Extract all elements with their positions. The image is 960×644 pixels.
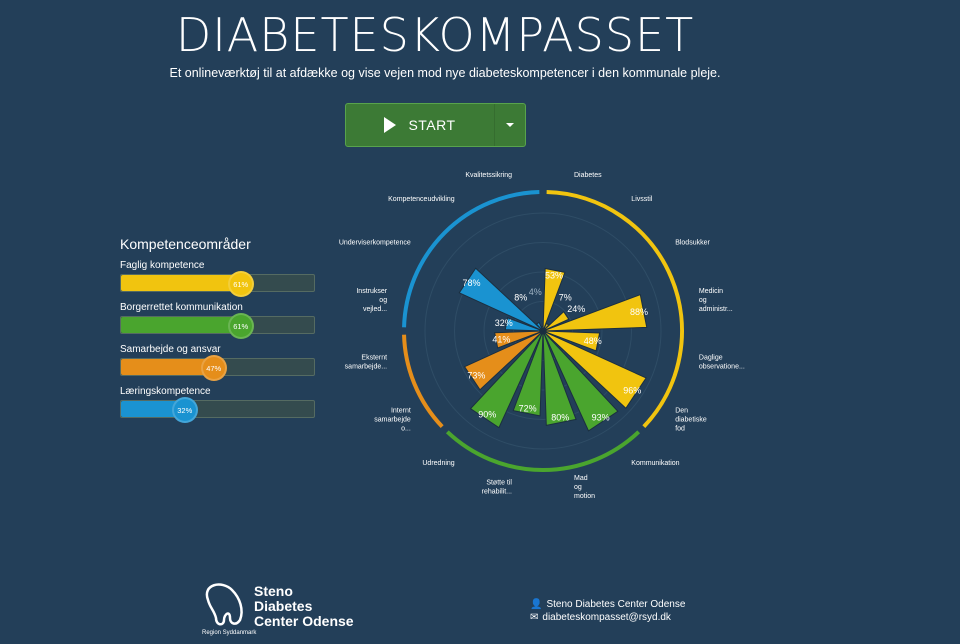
polar-bar[interactable] — [542, 293, 648, 332]
play-icon — [384, 117, 397, 133]
competence-area[interactable]: Borgerrettet kommunikation 61% — [120, 302, 315, 339]
category-label: Blodsukker — [675, 240, 710, 247]
data-label: 48% — [584, 336, 602, 346]
data-label: 90% — [478, 409, 496, 419]
data-label: 80% — [551, 413, 569, 423]
polar-bar[interactable] — [542, 330, 647, 410]
grid-circle — [454, 242, 632, 420]
category-label: Livsstil — [631, 196, 652, 203]
competence-area-list: Faglig kompetence 61% Borgerrettet kommuni… — [120, 260, 315, 423]
start-button[interactable]: START — [346, 104, 495, 146]
polar-bar[interactable] — [542, 330, 619, 432]
user-icon: 👤 — [530, 599, 543, 610]
competence-area-label: Faglig kompetence — [120, 260, 205, 271]
panel-title: Kompetenceområder — [120, 236, 251, 252]
polar-bar[interactable] — [458, 267, 544, 332]
progress-value: 61% — [227, 313, 254, 339]
competence-area[interactable]: Samarbejde og ansvar 47% — [120, 344, 315, 381]
start-label: START — [408, 117, 456, 133]
category-label: Mad og motion — [574, 475, 595, 500]
steno-logo: Steno Diabetes Center Odense Region Sydd… — [200, 580, 354, 640]
data-label: 93% — [592, 412, 610, 422]
grid-circle — [424, 212, 662, 450]
polar-bar[interactable] — [504, 317, 544, 332]
data-label: 72% — [519, 403, 537, 413]
grid-circle — [513, 301, 573, 361]
caret-down-icon — [506, 123, 514, 127]
progress-value: 47% — [200, 355, 227, 381]
logo-line: Center Odense — [254, 613, 354, 629]
page-title: DIABETESKOMPASSET — [175, 8, 695, 62]
category-label: Daglige observatione... — [699, 355, 745, 371]
polar-bar[interactable] — [542, 330, 577, 426]
logo-line: Steno — [254, 583, 293, 599]
data-label: 41% — [492, 334, 510, 344]
page-subtitle: Et onlineværktøj til at afdække og vise … — [169, 66, 721, 80]
category-label: Instrukser og vejled... — [356, 288, 387, 313]
grid-circle — [483, 271, 603, 391]
competence-area[interactable]: Faglig kompetence 61% — [120, 260, 315, 297]
progress-bar: 32% — [120, 397, 315, 423]
competence-panel: Kompetenceområder Faglig kompetence 61% Bo… — [120, 236, 315, 428]
data-label: 32% — [495, 318, 513, 328]
polar-bar[interactable] — [512, 330, 544, 417]
competence-area-label: Borgerrettet kommunikation — [120, 302, 243, 313]
steno-logo-icon — [205, 583, 243, 626]
progress-value: 61% — [227, 271, 254, 297]
data-label: 7% — [559, 293, 572, 303]
data-label: 96% — [623, 386, 641, 396]
progress-bar: 61% — [120, 313, 315, 339]
competence-area-label: Samarbejde og ansvar — [120, 344, 221, 355]
region-label: Region Syddanmark — [202, 630, 257, 636]
group-arc — [402, 190, 540, 328]
group-arc — [546, 190, 684, 429]
competence-polar-chart: 53% 7%24% 88% 48% 96% 93% 80% 72% 90% 73% 41% 32% 78… — [339, 172, 745, 500]
contact-name: Steno Diabetes Center Odense — [546, 599, 686, 610]
group-arc — [445, 430, 641, 472]
category-label: Underviserkompetence — [339, 240, 411, 247]
group-arc — [402, 334, 444, 429]
progress-bar: 61% — [120, 271, 315, 297]
category-label: Kvalitetssikring — [465, 172, 512, 179]
category-label: Eksternt samarbejde... — [345, 355, 387, 371]
progress-bar: 47% — [120, 355, 315, 381]
contact-email[interactable]: diabeteskompasset@rsyd.dk — [542, 612, 671, 623]
data-label: 8% — [514, 293, 527, 303]
polar-bar[interactable] — [494, 330, 544, 349]
competence-area-label: Læringskompetence — [120, 386, 211, 397]
progress-fill — [121, 401, 183, 417]
category-label: Udredning — [422, 460, 454, 467]
progress-fill — [121, 275, 239, 291]
start-dropdown-toggle[interactable] — [495, 104, 525, 146]
category-label: Kommunikation — [631, 460, 679, 467]
polar-bar[interactable] — [469, 330, 544, 429]
data-label: 73% — [467, 371, 485, 381]
data-label: 53% — [545, 271, 563, 281]
contact-info: 👤 Steno Diabetes Center Odense ✉ diabetesk… — [530, 598, 685, 624]
category-label: Støtte til rehabilit... — [482, 479, 513, 495]
category-label: Medicin og administr... — [699, 288, 733, 313]
start-split-button: START — [345, 103, 526, 147]
data-label: 88% — [630, 307, 648, 317]
category-label: Diabetes — [574, 172, 602, 179]
polar-bar[interactable] — [463, 330, 544, 391]
polar-bar[interactable] — [540, 325, 544, 332]
logo-line: Diabetes — [254, 598, 313, 614]
progress-fill — [121, 359, 212, 375]
progress-value: 32% — [171, 397, 198, 423]
envelope-icon: ✉ — [530, 612, 539, 623]
data-label: 4% — [529, 287, 542, 297]
progress-fill — [121, 317, 239, 333]
data-label: 24% — [567, 304, 585, 314]
polar-bar[interactable] — [542, 310, 570, 332]
polar-bar[interactable] — [542, 267, 566, 332]
polar-bar[interactable] — [542, 330, 601, 352]
data-label: 78% — [462, 278, 480, 288]
category-label: Kompetenceudvikling — [388, 196, 455, 203]
competence-area[interactable]: Læringskompetence 32% — [120, 386, 315, 423]
category-label: Den diabetiske fod — [675, 407, 707, 432]
category-label: Internt samarbejde o... — [374, 407, 411, 432]
